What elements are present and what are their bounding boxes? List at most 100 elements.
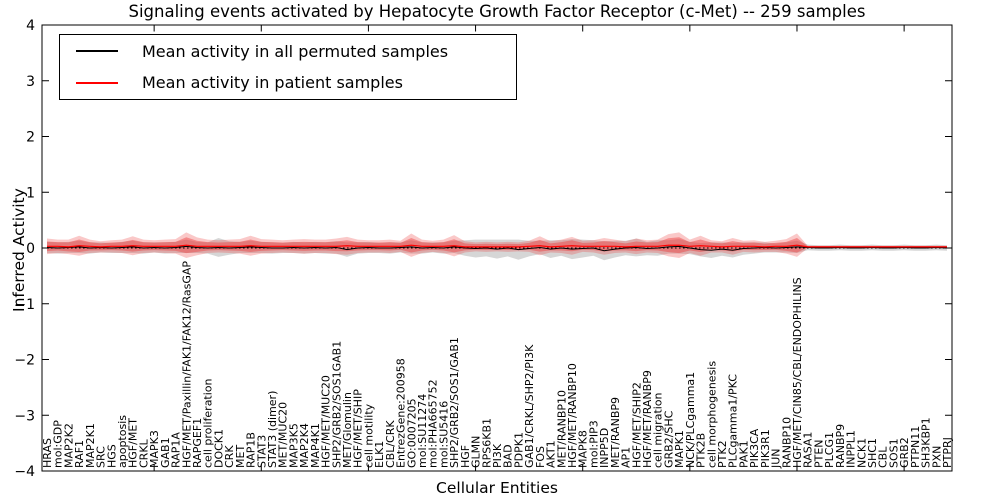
- x-tick-label: ELK1: [373, 441, 386, 468]
- x-tick-label: MET/RANBP10: [555, 390, 568, 468]
- x-tick-label: FOS: [534, 446, 547, 468]
- x-tick-label: GRB2: [898, 437, 911, 468]
- x-tick-label: apoptosis: [116, 415, 129, 468]
- legend-item-permuted: Mean activity in all permuted samples: [60, 36, 516, 66]
- x-tick-label: MET/Glomulin: [341, 392, 354, 468]
- x-tick-label: EntrezGene:200958: [395, 358, 408, 468]
- x-tick-label: JUN: [770, 448, 783, 469]
- x-tick-label: INPPL1: [845, 430, 858, 468]
- x-tick-label: GLMN: [470, 436, 483, 468]
- x-tick-label: AKT1: [545, 440, 558, 468]
- x-tick-label: MAPK1: [673, 430, 686, 468]
- x-tick-label: STAT3: [255, 435, 268, 468]
- x-tick-label: AP1: [620, 447, 633, 468]
- y-tick-label: −1: [14, 297, 35, 313]
- x-tick-label: MET/RANBP9: [609, 397, 622, 468]
- chart-title: Signaling events activated by Hepatocyte…: [128, 2, 866, 21]
- x-tick-label: mol:PIP3: [587, 420, 600, 468]
- x-tick-label: PDPK1: [512, 432, 525, 468]
- x-tick-label: SHP2/GRB2/SOS1GAB1: [330, 341, 343, 468]
- y-tick-label: 3: [26, 74, 35, 90]
- x-tick-label: NCK1: [855, 438, 868, 468]
- y-tick-label: 4: [26, 18, 35, 34]
- x-tick-label: PLCG1: [823, 432, 836, 468]
- x-tick-label: cell proliferation: [202, 378, 215, 468]
- y-tick-label: −4: [14, 464, 35, 480]
- x-tick-label: NCK/PLCgamma1: [684, 372, 697, 468]
- x-tick-label: HGF/MET: [127, 418, 140, 468]
- x-tick-label: PLCgamma1/PKC: [727, 374, 740, 468]
- x-tick-label: HRAS: [41, 438, 54, 468]
- x-tick-label: HGF/MET/MUC20: [320, 375, 333, 468]
- permuted-mean-line: [46, 245, 948, 252]
- x-tick-label: mol:GDP: [52, 420, 65, 468]
- legend-label-patient: Mean activity in patient samples: [142, 73, 403, 93]
- x-tick-label: CRKL: [137, 438, 150, 468]
- x-tick-label: RPS6KB1: [480, 418, 493, 468]
- patient-band-outer: [47, 232, 947, 259]
- x-tick-label: MET: [234, 445, 247, 468]
- x-tick-label: HGF/MET/SHIP2: [630, 382, 643, 468]
- x-tick-label: cell motility: [362, 403, 375, 468]
- y-tick-label: 2: [26, 130, 35, 146]
- x-tick-label: RAP1A: [170, 432, 183, 468]
- y-tick-label: 1: [26, 185, 35, 201]
- x-tick-label: SHP2/GRB2/SOS1/GAB1: [448, 337, 461, 468]
- y-tick-label: −3: [14, 408, 35, 424]
- x-tick-label: GAB1/CRKL/SHP2/PI3K: [523, 344, 536, 468]
- x-tick-label: RASA1: [802, 432, 815, 468]
- x-tick-label: SOS1: [887, 438, 900, 468]
- x-tick-label: mol:SU11274: [416, 394, 429, 468]
- x-tick-label: SRC: [95, 446, 108, 468]
- y-axis-label: Inferred Activity: [10, 188, 28, 312]
- x-tick-label: BAD: [502, 444, 515, 468]
- x-tick-label: cell migration: [652, 392, 665, 468]
- x-tick-label: HGS: [105, 444, 118, 468]
- legend-item-patient: Mean activity in patient samples: [60, 68, 516, 98]
- x-tick-label: GRB2/SHC: [662, 410, 675, 468]
- x-tick-label: mol:SU5416: [437, 401, 450, 468]
- x-tick-label: SHC1: [866, 438, 879, 468]
- x-tick-label: GAB1: [159, 437, 172, 468]
- patient-line-swatch: [76, 81, 118, 84]
- x-tick-label: PTPRJ: [941, 437, 954, 468]
- x-tick-label: PTK2B: [695, 433, 708, 468]
- y-tick-label: 0: [26, 241, 35, 257]
- x-tick-label: mol:PHA665752: [427, 379, 440, 468]
- x-tick-label: RANBP10: [780, 417, 793, 468]
- x-tick-label: CRK: [223, 445, 236, 468]
- x-tick-label: cell morphogenesis: [705, 361, 718, 468]
- x-tick-label: MAP3K5: [287, 423, 300, 468]
- x-tick-label: PTK2: [716, 440, 729, 468]
- x-tick-label: PIK3CA: [748, 428, 761, 468]
- permuted-line-swatch: [76, 50, 118, 53]
- x-tick-label: HGF/MET/RANBP9: [641, 370, 654, 468]
- x-tick-label: PTPN11: [909, 426, 922, 468]
- x-axis-label: Cellular Entities: [436, 479, 558, 497]
- y-tick-label: −2: [14, 353, 35, 369]
- x-tick-label: MAP2K1: [84, 423, 97, 468]
- legend-label-permuted: Mean activity in all permuted samples: [142, 41, 449, 61]
- x-tick-label: MET/MUC20: [277, 402, 290, 468]
- legend: Mean activity in all permuted samples Me…: [59, 34, 517, 100]
- x-tick-label: HGF/MET/CIN85/CBL/ENDOPHILINS: [791, 277, 804, 468]
- x-tick-label: MAPK8: [577, 430, 590, 468]
- x-tick-label: RANBP9: [834, 424, 847, 468]
- x-tick-label: PTEN: [812, 439, 825, 468]
- x-tick-label: MAPK3: [148, 430, 161, 468]
- x-tick-label: HGF: [459, 445, 472, 468]
- x-tick-label: STAT3 (dimer): [266, 391, 279, 468]
- x-tick-label: RAPGEF1: [191, 418, 204, 468]
- x-tick-label: PI3K: [491, 443, 504, 468]
- x-tick-label: INPP5D: [598, 428, 611, 468]
- x-tick-label: RAF1: [73, 440, 86, 468]
- x-tick-label: PIK3R1: [759, 429, 772, 468]
- x-tick-label: SH3KBP1: [920, 417, 933, 468]
- x-tick-label: PAK1: [737, 440, 750, 468]
- x-tick-label: GO:0007205: [405, 398, 418, 468]
- x-tick-label: CBL/CRK: [384, 420, 397, 468]
- x-tick-label: RAP1B: [245, 432, 258, 468]
- x-tick-label: MAP4K1: [309, 423, 322, 468]
